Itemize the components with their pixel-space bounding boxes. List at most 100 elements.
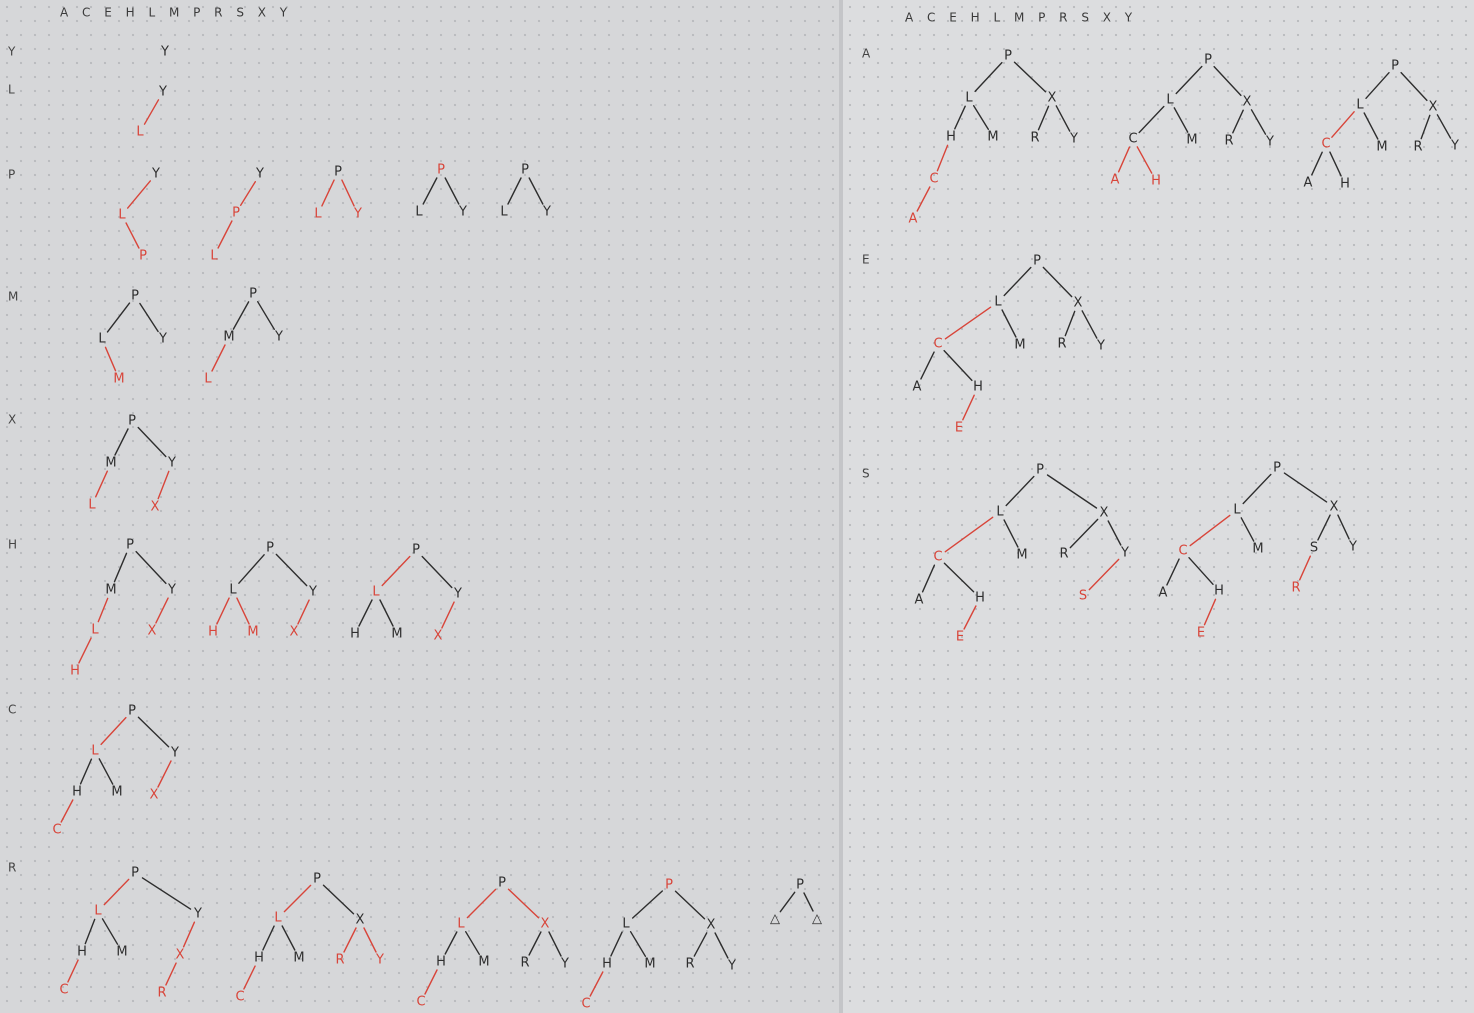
black-link: [804, 893, 813, 911]
black-link: [380, 600, 393, 626]
black-node: M: [644, 957, 655, 972]
red-link: [284, 885, 310, 911]
red-link: [145, 100, 159, 124]
red-node: L: [457, 917, 465, 932]
red-link: [101, 718, 126, 745]
red-node: C: [581, 997, 590, 1012]
black-link: [1401, 73, 1427, 101]
tree-diagram: PM YL: [204, 287, 283, 387]
red-node: E: [956, 630, 964, 645]
row-key-label: S: [862, 467, 870, 481]
tree-diagram: Y L P: [118, 167, 160, 264]
red-link: [158, 761, 171, 787]
black-link: [1284, 473, 1326, 502]
black-node: A: [915, 593, 924, 608]
tree-diagram: P△ △: [770, 878, 822, 927]
black-node: P: [128, 704, 136, 719]
black-node: P: [128, 414, 136, 429]
red-node: C: [416, 995, 425, 1010]
black-link: [1108, 521, 1121, 545]
black-link: [233, 302, 248, 329]
red-node: S: [1079, 589, 1087, 604]
black-node: P: [412, 543, 420, 558]
left-header-keys: A C E H L M P R S X Y: [60, 6, 292, 20]
black-link: [529, 932, 541, 955]
red-link: [158, 471, 169, 498]
red-node: C: [59, 983, 68, 998]
black-node: P: [521, 163, 529, 178]
black-node: A: [1304, 176, 1313, 191]
red-node: X: [290, 625, 299, 640]
black-link: [694, 933, 706, 956]
red-node: C: [929, 172, 938, 187]
black-node: H: [1340, 177, 1350, 192]
black-link: [1082, 311, 1097, 338]
red-link: [945, 307, 990, 339]
black-link: [1139, 107, 1164, 133]
black-node: △: [770, 912, 780, 927]
black-node: Y: [308, 585, 317, 600]
black-node: M: [1014, 338, 1025, 353]
black-node: X: [1330, 500, 1339, 515]
red-node: L: [210, 249, 218, 264]
red-node: X: [541, 917, 550, 932]
black-node: Y: [151, 167, 160, 182]
black-node: H: [973, 380, 983, 395]
black-link: [955, 106, 965, 129]
tree-diagram: PM YL X: [88, 414, 176, 515]
black-node: M: [987, 130, 998, 145]
black-link: [239, 555, 264, 583]
red-link: [963, 395, 974, 420]
black-node: Y: [167, 456, 176, 471]
black-link: [1437, 115, 1450, 138]
black-link: [143, 878, 191, 909]
black-node: R: [1057, 337, 1066, 352]
black-link: [944, 351, 972, 381]
tree-diagram: P L X C M R Y A H S E: [915, 463, 1129, 645]
black-node: X: [1048, 91, 1057, 106]
tree-diagram: P L Y: [500, 163, 551, 220]
black-link: [1174, 108, 1187, 132]
black-link: [944, 563, 973, 591]
red-node: L: [274, 911, 282, 926]
black-link: [1043, 267, 1071, 296]
black-node: M: [111, 785, 122, 800]
black-link: [138, 428, 166, 457]
black-link: [975, 63, 1002, 92]
black-link: [780, 892, 794, 911]
black-link: [423, 178, 437, 204]
black-link: [324, 885, 354, 914]
black-node: X: [1243, 95, 1252, 110]
black-node: R: [1059, 547, 1068, 562]
black-node: L: [500, 205, 508, 220]
black-node: L: [965, 91, 973, 106]
black-link: [1048, 475, 1097, 508]
row-key-label: L: [8, 83, 15, 97]
red-node: C: [52, 823, 61, 838]
black-node: H: [72, 785, 82, 800]
black-node: Y: [1450, 139, 1459, 154]
tree-diagram: PL YH M XC: [52, 704, 179, 838]
black-node: P: [131, 289, 139, 304]
red-node: R: [1291, 581, 1300, 596]
tree-diagram: Y: [160, 45, 169, 60]
black-node: H: [436, 955, 446, 970]
red-node: E: [955, 421, 963, 436]
black-node: Y: [542, 205, 551, 220]
red-link: [126, 223, 139, 248]
black-node: S: [1310, 541, 1318, 556]
black-node: P: [796, 878, 804, 893]
black-link: [1004, 520, 1018, 547]
tree-diagram: PL XH M R YC: [581, 878, 736, 1012]
red-node: X: [150, 788, 159, 803]
red-link: [425, 970, 437, 994]
row-key-label: X: [8, 413, 16, 427]
black-node: H: [946, 130, 956, 145]
black-node: M: [1252, 542, 1263, 557]
black-link: [359, 600, 372, 626]
black-node: P: [334, 165, 342, 180]
right-header-keys: A C E H L M P R S X Y: [905, 11, 1137, 25]
black-node: X: [1100, 506, 1109, 521]
black-link: [631, 932, 646, 957]
black-link: [1318, 515, 1330, 540]
